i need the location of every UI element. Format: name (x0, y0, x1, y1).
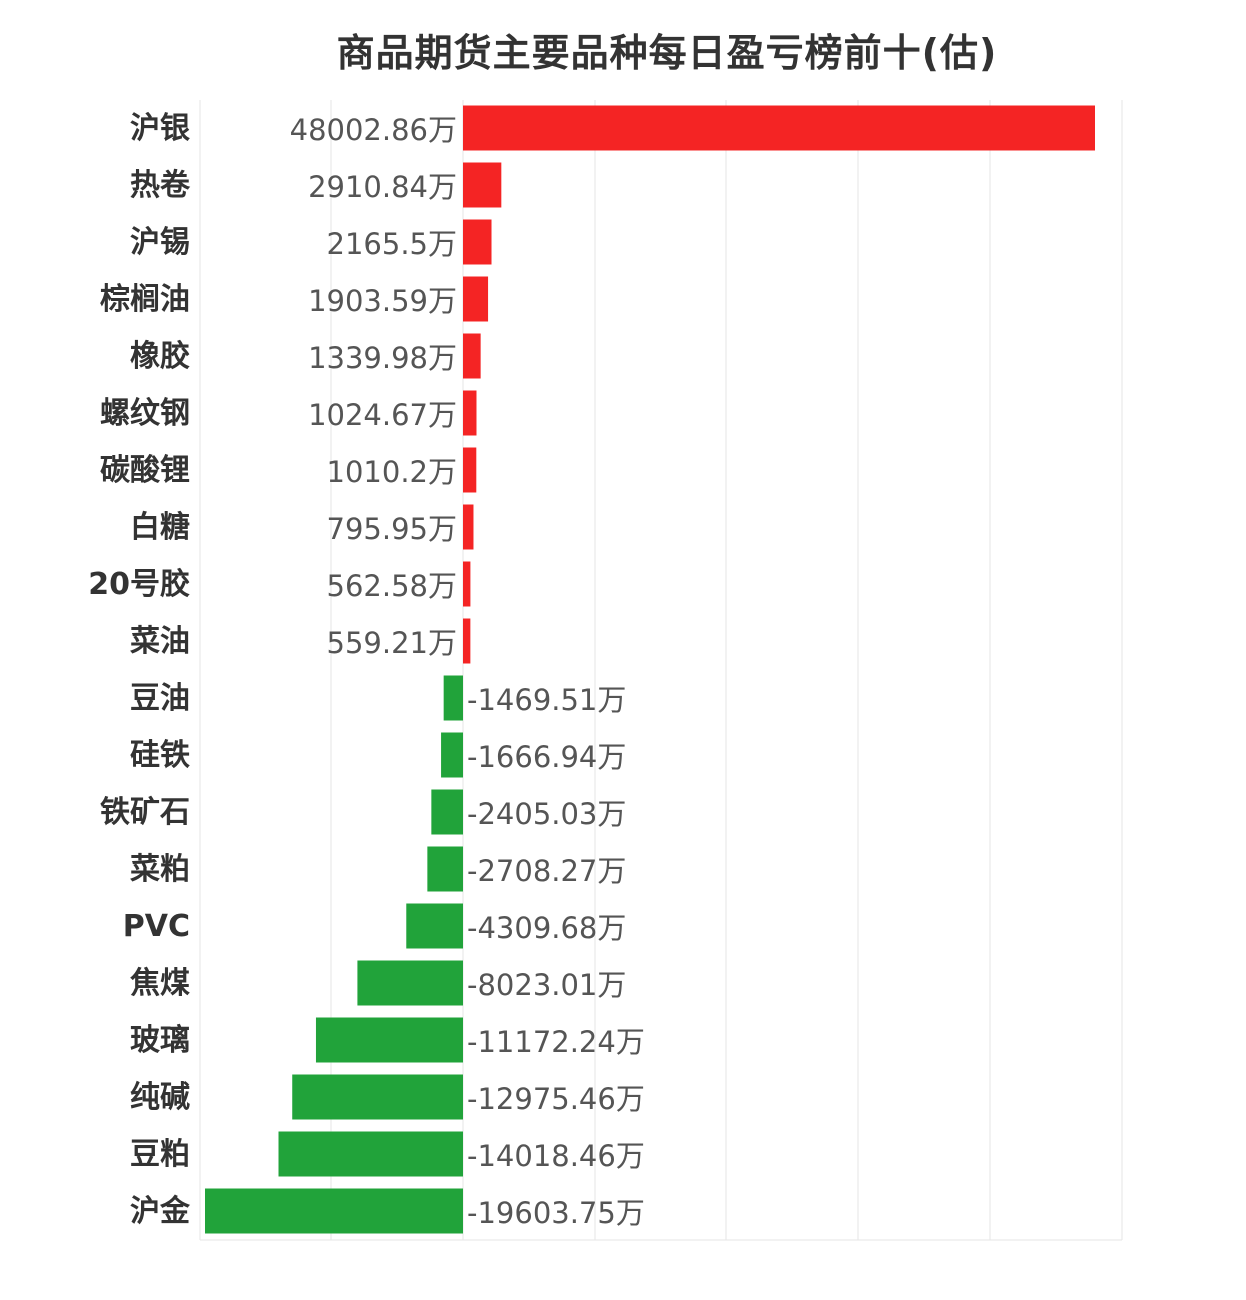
bar (431, 789, 463, 835)
bar (463, 162, 502, 208)
value-label: 795.95万 (327, 512, 457, 546)
bar (292, 1074, 463, 1120)
bar (463, 276, 489, 322)
bar (463, 618, 471, 664)
bar (357, 960, 463, 1006)
value-label: -4309.68万 (467, 911, 626, 945)
value-label: -1666.94万 (467, 740, 626, 774)
value-label: -12975.46万 (467, 1082, 645, 1116)
bar (463, 105, 1095, 151)
value-label: 562.58万 (327, 569, 457, 603)
category-label: 沪锡 (130, 225, 190, 260)
category-label: 玻璃 (130, 1023, 190, 1058)
bar (278, 1131, 463, 1177)
category-label: 沪银 (130, 111, 190, 146)
bar (443, 675, 463, 721)
category-label: 碳酸锂 (100, 453, 190, 488)
value-label: 48002.86万 (290, 113, 457, 147)
category-label: 菜粕 (130, 852, 190, 887)
category-label: 豆粕 (130, 1137, 190, 1172)
category-label: 焦煤 (130, 966, 190, 1001)
grid-lines (199, 100, 1123, 1241)
bar (463, 561, 471, 607)
category-label: 热卷 (130, 168, 191, 203)
value-label: -14018.46万 (467, 1139, 645, 1173)
value-label: 1903.59万 (308, 284, 457, 318)
value-label: -1469.51万 (467, 683, 626, 717)
bar (463, 219, 492, 265)
value-label: 1024.67万 (308, 398, 457, 432)
category-label: 棕榈油 (100, 282, 190, 317)
category-label: 菜油 (130, 624, 190, 659)
category-label: 橡胶 (130, 339, 190, 374)
bar (427, 846, 463, 892)
category-label: 白糖 (130, 510, 190, 545)
value-label: -2708.27万 (467, 854, 626, 888)
category-label: 螺纹钢 (100, 396, 190, 431)
bars (205, 105, 1095, 1234)
value-label: 2910.84万 (308, 170, 457, 204)
value-label: -8023.01万 (467, 968, 626, 1002)
bar (441, 732, 463, 778)
value-label: 1339.98万 (308, 341, 457, 375)
chart-title: 商品期货主要品种每日盈亏榜前十(估) (336, 31, 998, 75)
value-label: 2165.5万 (327, 227, 457, 261)
category-label: PVC (123, 909, 190, 944)
bar (315, 1017, 463, 1063)
value-label: 559.21万 (327, 626, 457, 660)
value-label: -11172.24万 (467, 1025, 645, 1059)
bar (463, 333, 481, 379)
bar (205, 1188, 463, 1234)
bar (463, 390, 477, 436)
bar (463, 504, 474, 550)
category-label: 铁矿石 (100, 795, 190, 830)
category-label: 豆油 (130, 681, 190, 716)
bar (463, 447, 477, 493)
bar (406, 903, 463, 949)
category-label: 20号胶 (88, 567, 190, 602)
value-label: 1010.2万 (327, 455, 457, 489)
category-label: 沪金 (130, 1194, 191, 1229)
category-label: 硅铁 (130, 738, 190, 773)
value-label: -19603.75万 (467, 1196, 645, 1230)
value-label: -2405.03万 (467, 797, 626, 831)
category-label: 纯碱 (130, 1080, 190, 1115)
